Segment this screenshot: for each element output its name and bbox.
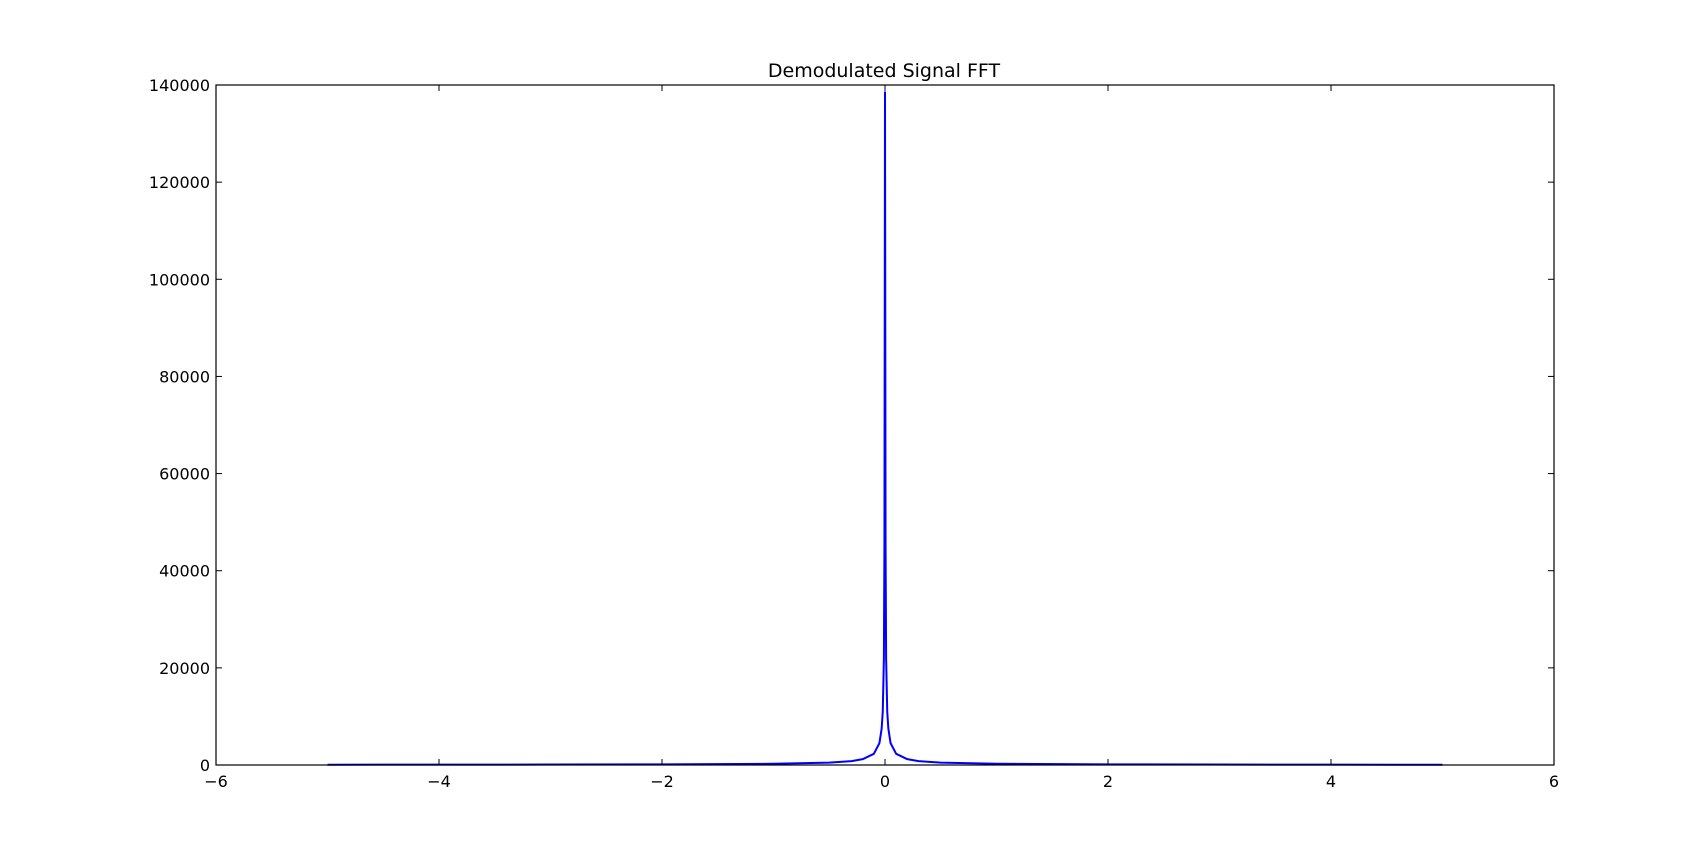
- chart-title: Demodulated Signal FFT: [768, 60, 1001, 82]
- x-tick-label: 0: [880, 772, 890, 791]
- x-tick-label: 4: [1326, 772, 1336, 791]
- series-line-0: [327, 91, 1443, 766]
- y-tick-label: 60000: [159, 465, 210, 484]
- y-tick-label: 140000: [149, 76, 210, 95]
- y-tick-label: 40000: [159, 562, 210, 581]
- y-tick-label: 0: [200, 756, 210, 775]
- x-tick-label: 2: [1103, 772, 1113, 791]
- y-tick-label: 20000: [159, 659, 210, 678]
- x-tick-label: −4: [427, 772, 451, 791]
- y-tick-label: 120000: [149, 173, 210, 192]
- x-tick-label: 6: [1549, 772, 1559, 791]
- y-tick-label: 100000: [149, 270, 210, 289]
- x-tick-label: −6: [204, 772, 228, 791]
- y-tick-label: 80000: [159, 367, 210, 386]
- x-tick-label: −2: [650, 772, 674, 791]
